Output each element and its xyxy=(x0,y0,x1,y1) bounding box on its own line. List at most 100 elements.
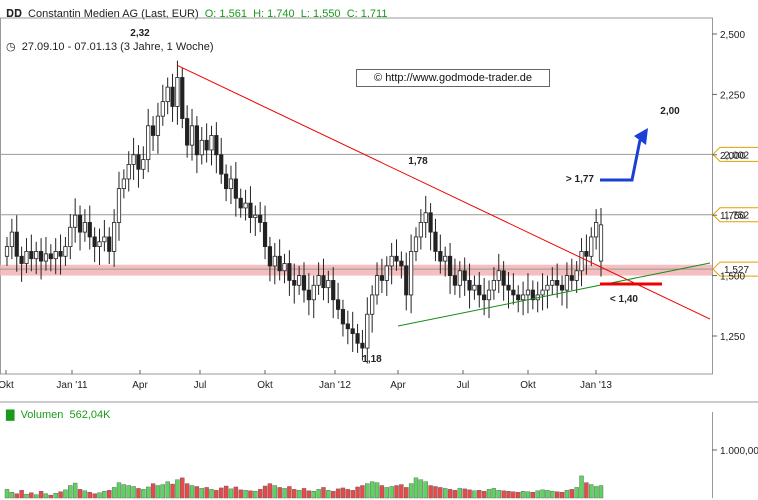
candle-body xyxy=(29,251,34,260)
x-tick-label: Okt xyxy=(0,380,14,391)
candle-body xyxy=(34,251,39,260)
candle-body xyxy=(477,284,482,296)
candle-body xyxy=(165,86,170,103)
volume-bar xyxy=(408,483,414,499)
volume-bar xyxy=(462,488,467,499)
volume-bar xyxy=(554,491,560,499)
candle-body xyxy=(379,275,385,281)
volume-bar xyxy=(593,486,599,499)
volume-bar xyxy=(579,475,584,499)
volume-bar xyxy=(189,485,195,499)
candle-body xyxy=(180,77,185,119)
volume-bar xyxy=(365,483,370,499)
candle-body xyxy=(545,284,550,291)
plot-frame xyxy=(0,17,713,375)
candle-body xyxy=(38,251,44,262)
candle-body xyxy=(452,275,458,286)
breakout-annotation: > 1,77 xyxy=(566,174,595,185)
volume-bar xyxy=(340,487,346,499)
volume-bar xyxy=(574,487,579,499)
volume-bar xyxy=(331,491,336,499)
volume-bar xyxy=(296,490,302,499)
candle-body xyxy=(4,246,10,257)
volume-bar xyxy=(238,489,243,499)
candle-body xyxy=(14,231,19,257)
candle-body xyxy=(530,289,535,301)
volume-bar xyxy=(506,491,511,499)
candle-body xyxy=(63,246,68,257)
volume-bar xyxy=(569,489,574,499)
volume-bar xyxy=(282,488,287,499)
candle-body xyxy=(486,289,492,301)
volume-bar xyxy=(126,485,131,499)
volume-bar xyxy=(14,493,19,499)
y-tick-label: 2,000 xyxy=(720,151,745,162)
volume-bar xyxy=(262,485,268,499)
volume-bar xyxy=(165,481,170,499)
resistance-trendline xyxy=(177,64,711,320)
candle-body xyxy=(413,236,419,252)
volume-bar xyxy=(214,490,219,499)
volume-bar xyxy=(545,490,550,499)
volume-bar xyxy=(150,483,156,499)
candle-body xyxy=(345,323,350,330)
volume-bar xyxy=(486,489,492,499)
volume-bar xyxy=(131,486,136,499)
candle-body xyxy=(185,118,190,146)
candle-body xyxy=(107,236,112,252)
volume-bar xyxy=(525,491,531,499)
candle-body xyxy=(569,275,574,281)
candle-body xyxy=(316,275,321,286)
volume-bar xyxy=(63,489,68,499)
volume-bar xyxy=(550,491,555,499)
candle-body xyxy=(423,212,428,223)
volume-bar xyxy=(209,489,214,499)
candle-body xyxy=(589,236,594,257)
date-range: 27.09.10 - 07.01.13 (3 Jahre, 1 Woche) xyxy=(21,41,214,53)
candle-body xyxy=(146,125,151,161)
volume-bar xyxy=(520,491,526,499)
candle-body xyxy=(136,154,141,170)
volume-icon: ▇ xyxy=(6,409,18,421)
candle-body xyxy=(97,241,102,248)
candle-body xyxy=(306,289,311,301)
candle-body xyxy=(272,255,277,267)
volume-bar xyxy=(141,489,146,499)
volume-bar xyxy=(306,490,312,499)
volume-bar xyxy=(379,485,385,499)
volume-bar xyxy=(433,486,438,499)
volume-bar xyxy=(418,479,424,499)
candle-body xyxy=(555,280,560,286)
candle-body xyxy=(516,294,521,301)
target-arrow-head xyxy=(634,128,648,145)
candle-body xyxy=(389,255,394,267)
low-value: L: 1,550 xyxy=(300,8,341,20)
candle-body xyxy=(199,139,204,156)
volume-bar xyxy=(194,486,200,499)
volume-value: 562,04K xyxy=(69,409,111,421)
volume-bar xyxy=(598,485,604,499)
candle-body xyxy=(335,299,341,310)
candle-body xyxy=(447,255,453,277)
volume-bar xyxy=(292,489,297,499)
candle-body xyxy=(360,342,365,349)
volume-bar xyxy=(102,491,107,499)
volume-bar xyxy=(24,493,29,499)
volume-bar xyxy=(53,493,58,499)
target-arrow xyxy=(600,139,642,182)
chart-header: 𝐃𝐃 Constantin Medien AG (Last, EUR) O: 1… xyxy=(6,8,387,21)
candle-body xyxy=(58,251,63,257)
volume-bar xyxy=(38,491,44,499)
volume-bar xyxy=(253,491,258,499)
volume-bar xyxy=(228,488,234,499)
target-annotation: 2,00 xyxy=(660,106,680,117)
volume-bar xyxy=(404,487,409,499)
volume-bar xyxy=(301,488,307,499)
candle-body xyxy=(92,236,97,248)
candle-body xyxy=(121,178,126,190)
candle-body xyxy=(219,154,224,175)
candle-body xyxy=(350,328,355,334)
candle-body xyxy=(550,280,555,286)
volume-bar xyxy=(535,490,540,499)
